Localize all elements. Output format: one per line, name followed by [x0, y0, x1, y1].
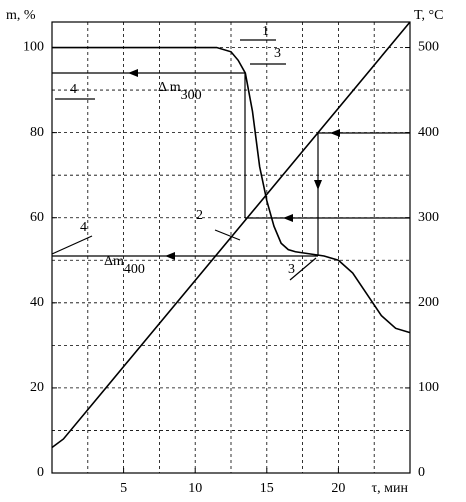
y-tick-label: 20 — [30, 380, 44, 395]
x-tick-label: 5 — [120, 481, 127, 496]
y2-axis-label: T, °C — [414, 8, 443, 23]
delta-text: Δm — [104, 254, 124, 269]
y2-tick-label: 400 — [418, 125, 439, 140]
y-tick-label: 60 — [30, 210, 44, 225]
x-axis-label: τ, мин — [372, 481, 409, 496]
y2-tick-label: 100 — [418, 380, 439, 395]
y2-tick-label: 200 — [418, 295, 439, 310]
series-label: 2 — [196, 208, 203, 223]
series-label: 1 — [262, 24, 269, 39]
y-tick-label: 0 — [37, 465, 44, 480]
x-tick-label: 10 — [188, 481, 202, 496]
annotation: 4 — [80, 220, 87, 235]
delta-label: Δ m300 — [158, 80, 202, 103]
plot-frame — [51, 21, 411, 474]
annotation: 3 — [288, 262, 295, 277]
delta-sub: 300 — [181, 88, 202, 103]
annotation: 4 — [70, 82, 77, 97]
delta-sub: 400 — [124, 262, 145, 277]
y-tick-label: 40 — [30, 295, 44, 310]
y-tick-label: 80 — [30, 125, 44, 140]
y-tick-label: 100 — [23, 40, 44, 55]
y2-tick-label: 0 — [418, 465, 425, 480]
x-tick-label: 20 — [331, 481, 345, 496]
y2-tick-label: 300 — [418, 210, 439, 225]
delta-text: Δ m — [158, 80, 181, 95]
x-tick-label: 15 — [260, 481, 274, 496]
annotation: 3 — [274, 46, 281, 61]
data-line — [52, 46, 411, 334]
y2-tick-label: 500 — [418, 40, 439, 55]
delta-label: Δm400 — [104, 254, 145, 277]
y-axis-label: m, % — [6, 8, 36, 23]
data-line — [51, 21, 411, 449]
